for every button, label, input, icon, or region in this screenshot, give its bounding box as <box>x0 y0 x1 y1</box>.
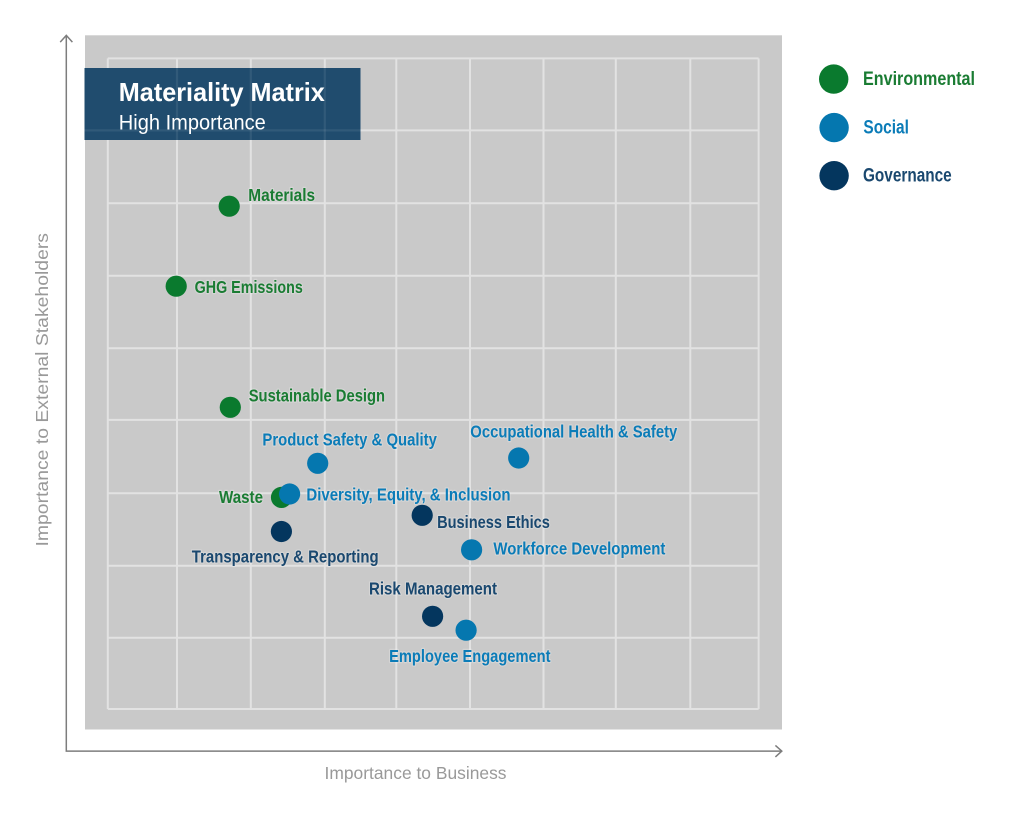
svg-text:Transparency & Reporting: Transparency & Reporting <box>192 546 379 566</box>
svg-text:Risk Management: Risk Management <box>369 579 497 599</box>
svg-text:Occupational Health & Safety: Occupational Health & Safety <box>470 422 677 442</box>
svg-text:Social: Social <box>863 117 909 138</box>
svg-text:GHG Emissions: GHG Emissions <box>195 277 303 297</box>
svg-text:Importance to External Stakeho: Importance to External Stakeholders <box>32 233 52 547</box>
svg-text:Business Ethics: Business Ethics <box>437 512 550 532</box>
svg-text:Employee Engagement: Employee Engagement <box>389 646 551 666</box>
svg-text:Governance: Governance <box>863 166 952 187</box>
svg-text:Materials: Materials <box>248 185 315 205</box>
svg-text:Product Safety & Quality: Product Safety & Quality <box>262 430 437 450</box>
svg-text:Importance to Business: Importance to Business <box>325 763 507 783</box>
svg-text:Sustainable Design: Sustainable Design <box>249 386 385 406</box>
svg-text:Environmental: Environmental <box>863 69 975 90</box>
svg-text:Waste: Waste <box>219 487 263 507</box>
svg-text:High Importance: High Importance <box>119 112 266 135</box>
svg-text:Workforce Development: Workforce Development <box>493 539 665 559</box>
svg-text:Materiality Matrix: Materiality Matrix <box>119 77 326 107</box>
svg-text:Diversity, Equity, & Inclusion: Diversity, Equity, & Inclusion <box>306 484 510 504</box>
